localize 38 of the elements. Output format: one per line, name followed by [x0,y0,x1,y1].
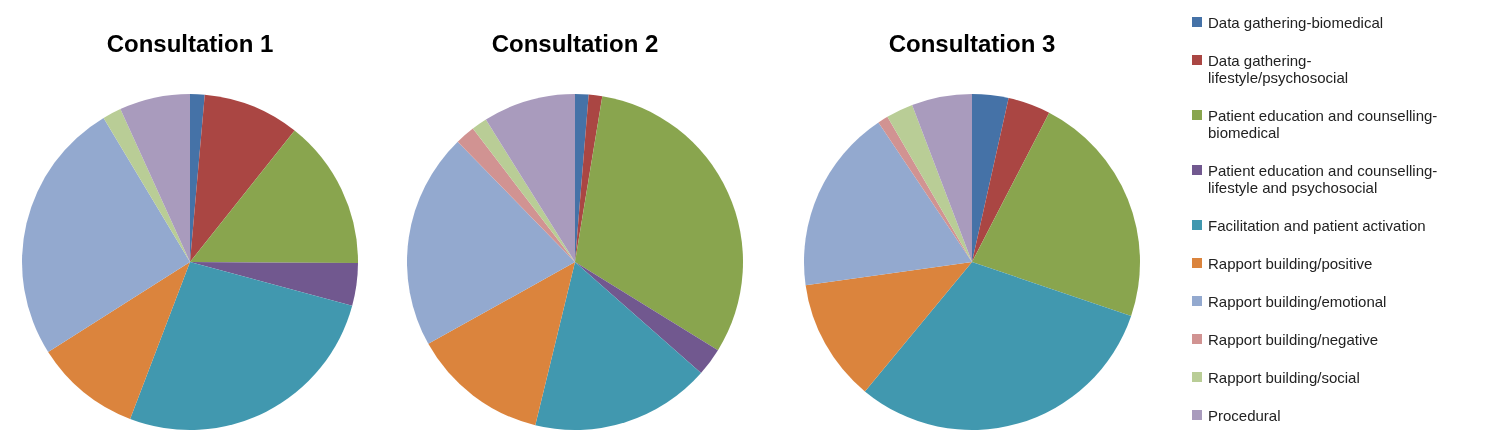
pie-slice [878,116,972,262]
legend-label: Procedural [1208,407,1281,424]
pie-slice [472,119,575,262]
pie-slice [535,262,702,430]
pie-slice [972,112,1140,316]
pie-slice [407,141,575,344]
pie-slice [428,262,575,426]
legend-label: Patient education and counselling-lifestyle and psychosocial [1208,162,1438,196]
pie-slice [804,122,972,286]
pie-slice [912,94,972,262]
pie-slice [575,94,603,262]
pie-slice [805,262,972,392]
legend-label: Patient education and counselling-biomedical [1208,107,1438,141]
pie-slice [48,262,190,419]
chart-title: Consultation 3 [888,30,1056,57]
pie-slice [120,94,190,262]
text: Consultation 1 [106,30,274,57]
legend-label: Rapport building/negative [1208,331,1379,348]
pie-slice [575,262,718,374]
pie-slice [575,96,743,351]
pie-slice [190,130,358,264]
legend-label: Facilitation and patient activation [1208,217,1426,234]
pie-slice [22,117,190,353]
legend-label: Rapport building/social [1208,369,1360,386]
pie-slice [485,94,575,262]
legend-label: Rapport building/emotional [1208,293,1387,310]
pie-slice [972,94,1009,262]
pie-slice [972,98,1050,262]
pie-slice [103,109,190,262]
chart-title: Consultation 2 [491,30,659,57]
legend-label: Data gathering-biomedical [1208,14,1384,31]
legend-label: Rapport building/positive [1208,255,1373,272]
pie-slice [190,262,358,306]
pie-slice [130,262,353,430]
pie-slice [864,262,1132,430]
pie-slice [887,105,972,262]
legend-label: Data gathering-lifestyle/psychosocial [1208,52,1349,86]
pie-slice [190,94,295,262]
